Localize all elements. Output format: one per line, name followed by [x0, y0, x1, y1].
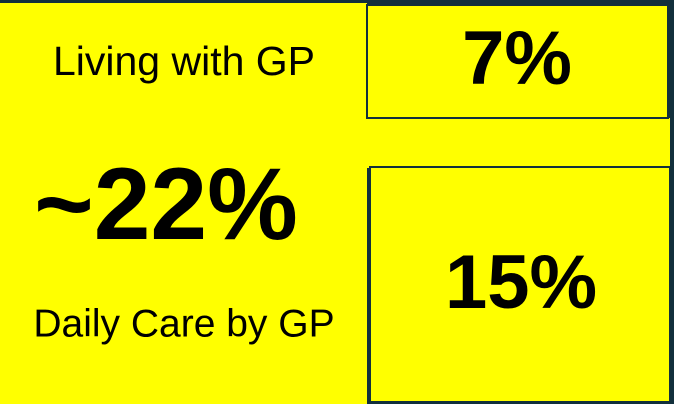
living-value: 7% — [462, 16, 572, 101]
left-panel — [0, 3, 367, 404]
middle-strip — [367, 118, 670, 168]
top-right-box — [366, 4, 669, 119]
daily-value: ~22% — [34, 147, 298, 261]
bottom-right-box — [369, 166, 671, 403]
daily-label: Daily Care by GP — [33, 302, 334, 345]
living-label: Living with GP — [53, 38, 315, 84]
side-value: 15% — [445, 240, 597, 325]
